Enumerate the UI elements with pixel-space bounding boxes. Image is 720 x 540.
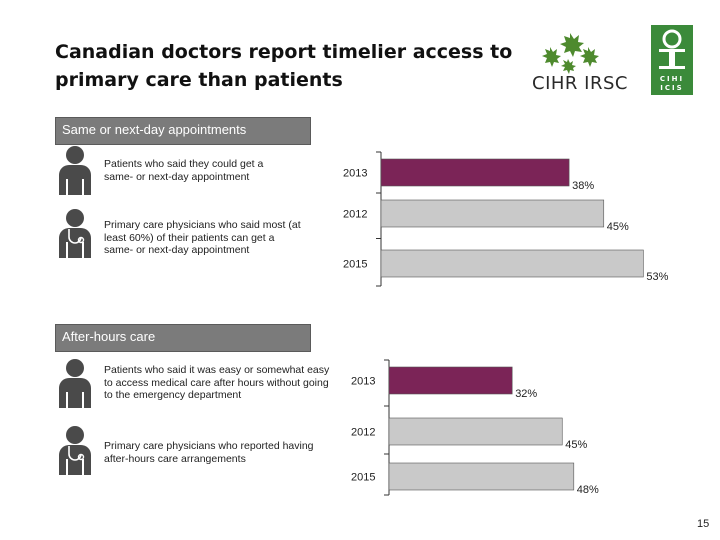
bar-2015: [380, 249, 644, 278]
category-label: 2012: [351, 427, 375, 439]
section-header-after-hours: After-hours care: [55, 324, 311, 352]
physician-icon: [59, 209, 91, 258]
page-title: Canadian doctors report timelier access …: [55, 41, 513, 91]
row-description: Primary care physicians who said most (a…: [104, 219, 301, 256]
row-description: Patients who said it was easy or somewha…: [104, 364, 330, 401]
value-label: 38%: [572, 180, 594, 192]
patient-icon: [59, 146, 91, 195]
row-description: Patients who said they could get a same-…: [104, 158, 264, 183]
value-label: 45%: [607, 221, 629, 233]
category-label: 2013: [343, 168, 367, 180]
bar-2013: [388, 366, 513, 395]
value-label: 32%: [515, 388, 537, 400]
cihi-top-text: CIHI: [660, 75, 684, 83]
section-header-same-day: Same or next-day appointments: [55, 117, 311, 145]
bar-2012: [380, 199, 605, 228]
category-label: 2015: [343, 259, 367, 271]
cihr-irsc-logo-text: CIHR IRSC: [532, 73, 628, 94]
category-label: 2013: [351, 376, 375, 388]
cihr-leaf-logo-icon: [542, 33, 599, 74]
patient-icon: [59, 359, 91, 408]
cihi-bottom-text: ICIS: [660, 84, 683, 92]
bar-2015: [388, 462, 575, 491]
page-number: 15: [697, 518, 710, 530]
category-label: 2015: [351, 472, 375, 484]
section-label: Same or next-day appointments: [62, 122, 247, 137]
category-label: 2012: [343, 209, 367, 221]
bar-2013: [380, 158, 570, 187]
cihi-logo-icon: CIHI ICIS: [651, 25, 693, 95]
row-description: Primary care physicians who reported hav…: [104, 440, 314, 465]
value-label: 45%: [565, 439, 587, 451]
bar-2012: [388, 417, 563, 446]
physician-icon: [59, 426, 91, 475]
value-label: 53%: [646, 271, 668, 283]
section-label: After-hours care: [62, 329, 156, 344]
value-label: 48%: [577, 484, 599, 496]
